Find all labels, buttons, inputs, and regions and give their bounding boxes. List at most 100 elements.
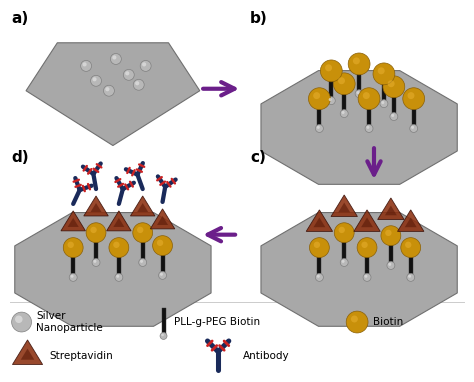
Circle shape — [310, 238, 329, 257]
Polygon shape — [84, 196, 108, 216]
Circle shape — [69, 274, 77, 281]
Text: Silver
Nanoparticle: Silver Nanoparticle — [36, 311, 103, 333]
Circle shape — [358, 88, 380, 110]
Circle shape — [113, 242, 119, 248]
Circle shape — [388, 80, 395, 87]
Circle shape — [342, 260, 345, 263]
Bar — [141, 235, 145, 262]
Circle shape — [401, 238, 420, 257]
Circle shape — [153, 236, 173, 256]
Bar — [342, 86, 346, 113]
Circle shape — [325, 64, 332, 71]
Circle shape — [391, 114, 394, 117]
Circle shape — [161, 333, 164, 336]
Bar — [357, 66, 361, 94]
Circle shape — [411, 126, 414, 129]
Circle shape — [133, 223, 153, 243]
Circle shape — [116, 275, 119, 278]
Polygon shape — [361, 217, 373, 227]
Polygon shape — [113, 218, 124, 227]
Circle shape — [334, 223, 354, 243]
Circle shape — [81, 60, 91, 71]
Circle shape — [142, 62, 146, 66]
Polygon shape — [405, 217, 417, 227]
Circle shape — [380, 100, 388, 108]
Circle shape — [115, 274, 123, 281]
Circle shape — [408, 275, 411, 278]
Circle shape — [356, 91, 359, 94]
Circle shape — [160, 273, 163, 276]
Circle shape — [333, 73, 355, 95]
Polygon shape — [261, 71, 457, 185]
Polygon shape — [306, 210, 333, 231]
Text: Antibody: Antibody — [243, 351, 290, 361]
Circle shape — [63, 238, 83, 257]
Circle shape — [139, 259, 146, 267]
Text: PLL-g-PEG Biotin: PLL-g-PEG Biotin — [174, 317, 261, 327]
Circle shape — [112, 55, 117, 60]
Circle shape — [91, 75, 101, 86]
Circle shape — [110, 53, 121, 65]
Bar — [318, 249, 321, 277]
Circle shape — [366, 126, 369, 129]
Polygon shape — [107, 211, 131, 231]
Text: d): d) — [12, 150, 29, 165]
Bar — [71, 249, 75, 277]
Circle shape — [365, 275, 367, 278]
Circle shape — [390, 113, 398, 120]
Circle shape — [125, 71, 129, 75]
Bar — [382, 76, 386, 104]
Text: b): b) — [250, 11, 268, 26]
Polygon shape — [15, 212, 211, 326]
Bar — [94, 235, 98, 262]
Circle shape — [137, 227, 144, 233]
Circle shape — [135, 81, 139, 85]
Circle shape — [12, 312, 31, 332]
Circle shape — [363, 92, 370, 99]
Polygon shape — [130, 196, 155, 216]
Circle shape — [388, 263, 391, 266]
Circle shape — [346, 311, 368, 333]
Circle shape — [351, 316, 358, 322]
Bar — [161, 248, 164, 275]
Circle shape — [320, 60, 342, 82]
Circle shape — [309, 88, 330, 110]
Circle shape — [383, 76, 405, 98]
Polygon shape — [150, 209, 175, 229]
Bar — [342, 235, 346, 262]
Circle shape — [317, 126, 320, 129]
Circle shape — [361, 242, 368, 248]
Circle shape — [140, 260, 143, 263]
Circle shape — [328, 97, 335, 105]
Circle shape — [338, 227, 345, 233]
Circle shape — [403, 88, 425, 110]
Circle shape — [408, 92, 414, 99]
Polygon shape — [157, 216, 168, 225]
Circle shape — [86, 223, 106, 243]
Polygon shape — [261, 212, 457, 326]
Polygon shape — [313, 217, 325, 227]
Circle shape — [92, 259, 100, 267]
Polygon shape — [331, 195, 357, 217]
Circle shape — [160, 332, 167, 340]
Circle shape — [92, 77, 97, 81]
Bar — [318, 101, 321, 128]
Circle shape — [410, 125, 418, 133]
Polygon shape — [68, 218, 79, 227]
Circle shape — [340, 259, 348, 267]
Circle shape — [67, 242, 74, 248]
Circle shape — [407, 274, 415, 281]
Circle shape — [373, 63, 395, 85]
Circle shape — [71, 275, 73, 278]
Circle shape — [357, 238, 377, 257]
Text: Streptavidin: Streptavidin — [49, 351, 113, 361]
Text: Biotin: Biotin — [373, 317, 403, 327]
Circle shape — [378, 67, 385, 74]
Circle shape — [157, 240, 163, 246]
Circle shape — [338, 77, 345, 84]
Circle shape — [123, 70, 134, 80]
Circle shape — [103, 85, 114, 96]
Circle shape — [314, 242, 320, 248]
Bar — [412, 101, 416, 128]
Circle shape — [140, 60, 151, 71]
